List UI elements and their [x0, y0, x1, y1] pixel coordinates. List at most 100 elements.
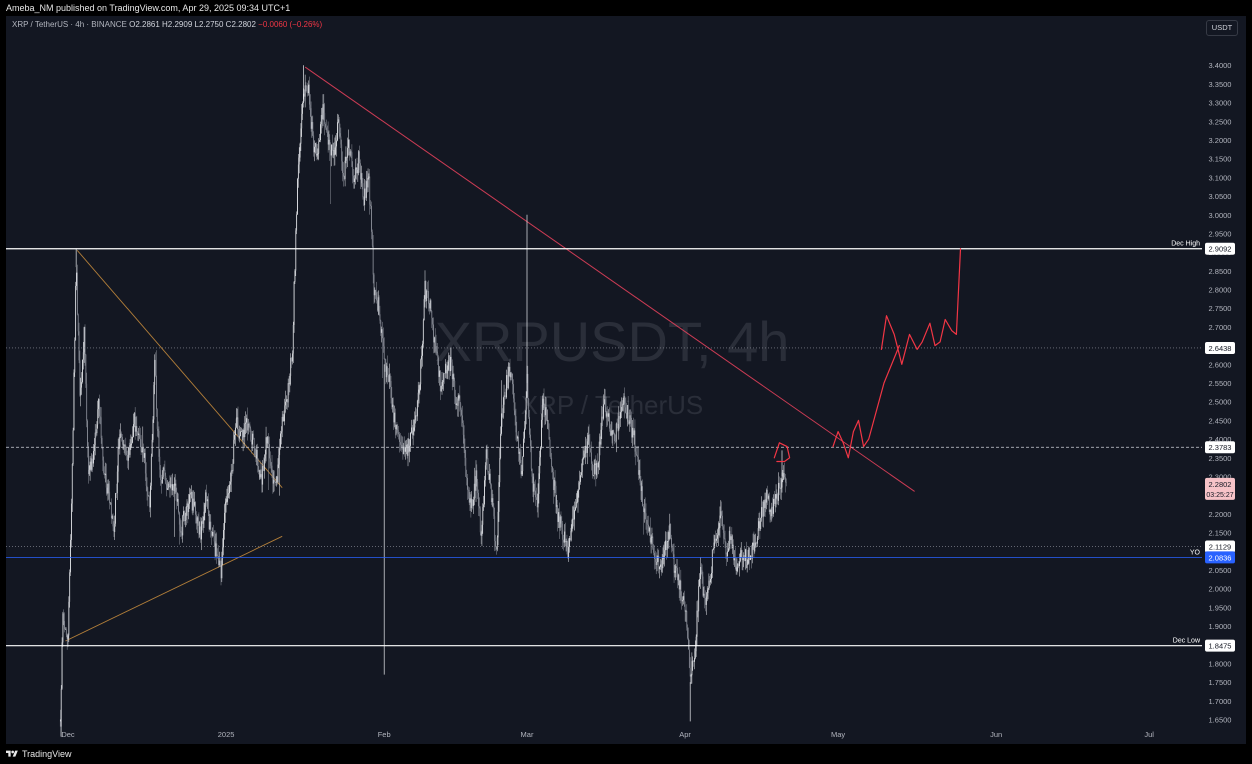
candle-body [475, 470, 477, 491]
projection-circle[interactable] [773, 442, 791, 463]
candle-body [210, 521, 212, 532]
candle-body [533, 483, 535, 492]
candle-body [195, 502, 196, 515]
candle-body [576, 501, 578, 503]
candle-body [353, 175, 354, 182]
candle-body [618, 416, 620, 431]
candle-body [524, 414, 526, 429]
candle-body [212, 531, 214, 537]
candle-body [685, 611, 687, 612]
candle-body [541, 404, 543, 420]
candle-body [136, 426, 138, 433]
candle-body [512, 373, 513, 385]
candle-body [551, 457, 553, 467]
candle-body [484, 480, 485, 505]
candle-body [302, 102, 303, 114]
candle-body [394, 412, 395, 423]
candle-body [266, 437, 268, 444]
candle-body [464, 448, 466, 458]
candle-body [490, 484, 492, 503]
candle-body [292, 324, 294, 354]
candle-body [289, 375, 291, 385]
y-tick-label: 3.2000 [1209, 136, 1232, 145]
candle-body [426, 290, 428, 301]
candle-body [677, 567, 678, 581]
candle-body [256, 449, 258, 459]
candle-body [237, 417, 239, 436]
candle-body [443, 373, 445, 381]
candle-body [147, 491, 149, 496]
candle-body [241, 431, 242, 433]
y-tick-label: 2.1500 [1209, 529, 1232, 538]
candle-body [80, 387, 82, 396]
candle-body [768, 495, 770, 512]
trendline-triangle-upper[interactable] [76, 249, 283, 489]
candle-body [621, 407, 623, 411]
projection-wave-1[interactable] [832, 345, 900, 459]
candle-body [712, 549, 714, 550]
candle-body [581, 459, 583, 473]
candle-body [465, 457, 467, 477]
candle-body [615, 423, 617, 442]
candle-body [564, 531, 566, 543]
candle-body [713, 542, 715, 550]
candle-body [269, 458, 271, 463]
candle-body [152, 419, 154, 440]
candle-body [252, 433, 253, 445]
candle-body [779, 488, 781, 490]
candle-body [675, 566, 677, 571]
level-price-badge [1205, 551, 1235, 564]
candle-body [299, 143, 301, 158]
candle-body [246, 418, 248, 431]
candle-body [612, 430, 614, 435]
candle-body [391, 397, 393, 408]
currency-button[interactable]: USDT [1206, 20, 1238, 36]
candle-body [710, 578, 711, 583]
candle-body [529, 417, 530, 435]
candle-body [408, 438, 410, 452]
candle-body [324, 112, 326, 125]
candle-body [759, 521, 761, 530]
candle-body [782, 479, 784, 480]
candle-body [501, 413, 502, 434]
y-tick-label: 2.5000 [1209, 398, 1232, 407]
candle-body [292, 353, 293, 362]
candle-body [772, 506, 774, 514]
candle-body [367, 177, 369, 188]
candle-body [377, 297, 379, 311]
candle-body [775, 494, 777, 499]
candle-body [448, 355, 450, 362]
candle-body [780, 487, 782, 489]
price-chart[interactable]: XRPUSDT, 4h XRP / TetherUS 3.4000 3.3500 3.3… [6, 16, 1246, 744]
candle-body [327, 131, 329, 145]
symbol-name: XRP / TetherUS · 4h · BINANCE [12, 20, 127, 29]
candle-body [518, 436, 519, 454]
candle-body [432, 317, 434, 325]
candle-body [352, 166, 354, 176]
candle-body [552, 466, 553, 473]
y-tick-label: 2.4000 [1209, 435, 1232, 444]
trendline-descending-resistance[interactable] [304, 66, 915, 492]
trendline-triangle-lower[interactable] [65, 535, 283, 642]
candle-body [437, 353, 439, 358]
candle-body [619, 416, 621, 419]
candle-body [144, 453, 145, 458]
candle-body [373, 274, 375, 296]
candle-body [399, 434, 400, 442]
candle-body [581, 472, 582, 476]
candle-body [688, 649, 690, 668]
candle-body [722, 515, 723, 527]
level-price-label: 1.8475 [1209, 642, 1232, 651]
candle-body [253, 438, 255, 449]
candle-body [291, 357, 292, 362]
chart-panel[interactable]: XRPUSDT, 4h XRP / TetherUS 3.4000 3.3500 3.3… [6, 16, 1246, 744]
candle-body [218, 556, 219, 566]
candle-body [539, 457, 541, 474]
projection-wave-2[interactable] [880, 248, 962, 365]
candle-body [105, 473, 107, 488]
candle-body [743, 555, 745, 559]
candle-body [297, 178, 298, 215]
candle-body [88, 446, 89, 475]
candle-body [607, 413, 609, 417]
candle-body [290, 357, 292, 376]
